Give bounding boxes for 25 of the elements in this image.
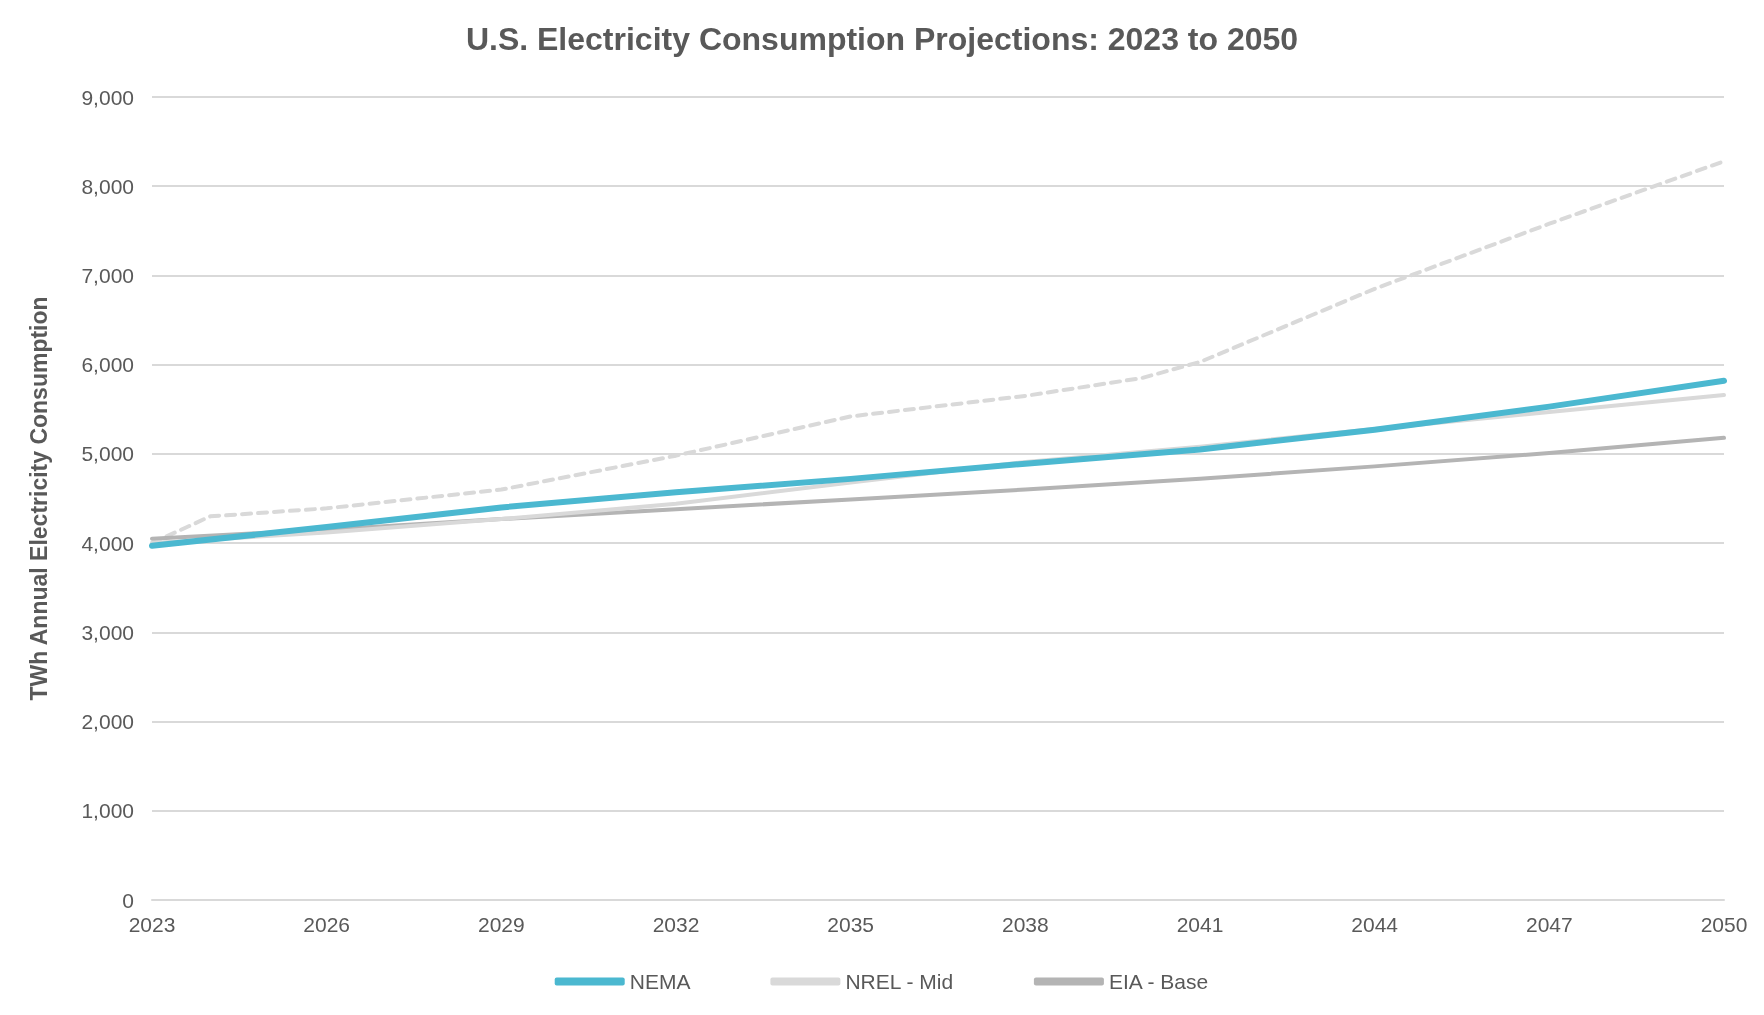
y-tick-label: 8,000 bbox=[81, 174, 134, 198]
y-axis-title: TWh Annual Electricity Consumption bbox=[25, 296, 52, 701]
x-tick-label: 2041 bbox=[1176, 913, 1224, 936]
x-tick-label: 2038 bbox=[1001, 913, 1049, 936]
x-tick-label: 2035 bbox=[827, 913, 875, 936]
y-tick-label: 3,000 bbox=[81, 620, 134, 644]
x-tick-label: 2029 bbox=[477, 913, 525, 936]
chart-title: U.S. Electricity Consumption Projections: 2023 to 2050 bbox=[465, 21, 1299, 57]
x-tick-label: 2023 bbox=[128, 913, 176, 936]
x-tick-label: 2044 bbox=[1351, 913, 1399, 936]
x-tick-label: 2026 bbox=[303, 913, 351, 936]
y-tick-label: 6,000 bbox=[81, 353, 134, 377]
y-tick-label: 4,000 bbox=[81, 531, 134, 555]
legend-label: NREL - Mid bbox=[845, 970, 954, 993]
y-tick-label: 9,000 bbox=[81, 85, 134, 109]
x-tick-label: 2047 bbox=[1525, 913, 1573, 936]
y-tick-label: 0 bbox=[122, 888, 134, 912]
y-tick-label: 5,000 bbox=[81, 442, 134, 466]
y-tick-label: 7,000 bbox=[81, 263, 134, 287]
y-tick-label: 1,000 bbox=[81, 799, 134, 823]
y-tick-label: 2,000 bbox=[81, 710, 134, 734]
legend-label: NEMA bbox=[629, 970, 691, 993]
x-tick-label: 2032 bbox=[652, 913, 700, 936]
legend-label: EIA - Base bbox=[1108, 970, 1209, 993]
x-tick-label: 2050 bbox=[1700, 913, 1748, 936]
